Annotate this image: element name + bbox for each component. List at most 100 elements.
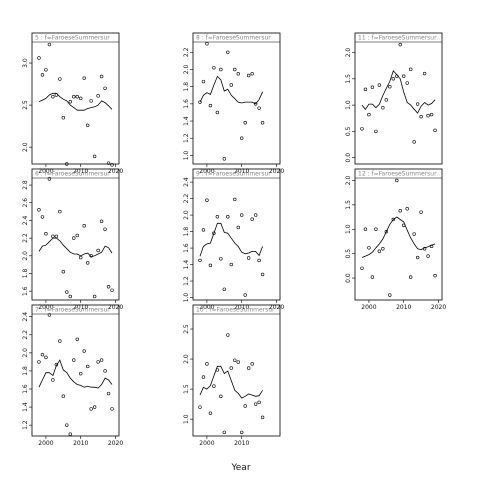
panel-frame bbox=[31, 168, 120, 301]
data-point bbox=[212, 66, 216, 70]
x-tick-label: 2010 bbox=[234, 440, 249, 447]
data-point bbox=[419, 210, 423, 214]
x-tick-label: 2010 bbox=[396, 304, 411, 311]
data-point bbox=[103, 227, 107, 231]
y-tick-label: 2.5 bbox=[183, 324, 190, 334]
data-point bbox=[208, 411, 213, 415]
data-point bbox=[110, 288, 114, 292]
data-point bbox=[229, 366, 233, 370]
data-point bbox=[37, 360, 41, 364]
panel-frame bbox=[354, 168, 443, 301]
data-point bbox=[40, 215, 45, 219]
y-tick-label: 1.0 bbox=[345, 100, 352, 110]
data-point bbox=[40, 352, 45, 357]
x-tick-label: 2010 bbox=[73, 304, 88, 311]
data-point bbox=[47, 177, 52, 181]
data-point bbox=[92, 294, 97, 299]
y-tick-label: 2.4 bbox=[22, 215, 29, 225]
data-point bbox=[106, 161, 111, 165]
y-tick-label: 1.8 bbox=[183, 82, 190, 92]
data-point bbox=[370, 275, 375, 279]
data-point bbox=[370, 85, 375, 89]
y-tick-label: 1.6 bbox=[183, 243, 190, 253]
panel-frame bbox=[192, 304, 281, 437]
data-point bbox=[65, 423, 69, 427]
y-tick-label: 1.0 bbox=[183, 293, 190, 303]
data-point bbox=[201, 375, 206, 379]
data-point bbox=[79, 371, 83, 376]
y-tick-label: 1.4 bbox=[183, 260, 190, 270]
y-tick-label: 1.2 bbox=[183, 276, 190, 286]
y-tick-label: 1.6 bbox=[183, 99, 190, 109]
y-tick-label: 1.4 bbox=[183, 116, 190, 126]
panel-frame bbox=[192, 32, 281, 165]
y-tick-label: 1.4 bbox=[22, 402, 29, 412]
y-tick-label: 0.5 bbox=[345, 249, 352, 259]
data-point bbox=[405, 207, 409, 211]
data-point bbox=[96, 94, 100, 98]
data-point bbox=[72, 236, 76, 240]
panel-strip-label: 9 : f=FaroeseSummersur bbox=[196, 171, 271, 178]
data-point bbox=[85, 261, 90, 265]
data-point bbox=[240, 136, 244, 140]
data-point bbox=[253, 402, 258, 406]
data-point bbox=[215, 215, 220, 219]
x-axis-title: Year bbox=[230, 463, 250, 473]
panels-layer: 5 : f=FaroeseSummersur 2.0 2.5 3.0 2000 2010 2… bbox=[22, 32, 446, 447]
data-point bbox=[402, 223, 406, 228]
data-point bbox=[40, 73, 45, 77]
data-point bbox=[99, 74, 104, 79]
panel-5: 9 : f=FaroeseSummersur 1.0 1.2 1.4 1.6 1.8 2.0… bbox=[183, 168, 284, 311]
x-tick-label: 2020 bbox=[269, 168, 284, 175]
x-tick-label: 2000 bbox=[38, 168, 53, 175]
data-point bbox=[257, 400, 261, 405]
data-point bbox=[240, 213, 244, 217]
y-tick-label: 1.8 bbox=[22, 269, 29, 279]
y-tick-label: 0.5 bbox=[345, 126, 352, 136]
data-point bbox=[402, 74, 406, 78]
smooth-trend-line bbox=[199, 365, 263, 399]
data-point bbox=[253, 213, 258, 217]
data-point bbox=[246, 73, 251, 78]
data-point bbox=[65, 162, 69, 166]
data-point bbox=[250, 362, 254, 366]
data-point bbox=[75, 337, 79, 342]
data-point bbox=[61, 394, 66, 398]
x-tick-label: 2020 bbox=[108, 304, 123, 311]
x-tick-label: 2000 bbox=[199, 304, 214, 311]
x-tick-label: 2020 bbox=[108, 440, 123, 447]
data-point bbox=[226, 333, 230, 337]
data-point bbox=[229, 262, 233, 267]
panel-6: 10 : f=FaroeseSummersur 1.0 1.5 2.0 2.5 2000 2… bbox=[183, 304, 281, 447]
x-tick-label: 2000 bbox=[199, 440, 214, 447]
x-tick-label: 2000 bbox=[199, 168, 214, 175]
data-point bbox=[374, 129, 378, 134]
data-point bbox=[103, 369, 107, 373]
data-point bbox=[253, 102, 258, 106]
y-tick-label: 2.0 bbox=[183, 354, 190, 364]
data-point bbox=[205, 362, 209, 366]
data-point bbox=[219, 257, 223, 261]
data-point bbox=[381, 247, 385, 251]
data-point bbox=[236, 225, 240, 230]
y-tick-label: 1.0 bbox=[345, 224, 352, 234]
data-point bbox=[54, 234, 59, 239]
y-tick-label: 2.4 bbox=[22, 312, 29, 322]
data-point bbox=[422, 71, 427, 76]
data-point bbox=[412, 140, 416, 144]
smooth-trend-line bbox=[361, 70, 436, 114]
data-point bbox=[222, 287, 227, 291]
data-point bbox=[65, 290, 69, 294]
data-point bbox=[233, 358, 237, 362]
data-point bbox=[37, 208, 41, 212]
y-tick-label: 2.4 bbox=[183, 177, 190, 187]
data-point bbox=[422, 247, 427, 251]
data-point bbox=[44, 355, 48, 360]
data-point bbox=[388, 293, 392, 297]
panel-strip-label: 7 : f=FaroeseSummersur bbox=[35, 307, 110, 314]
data-point bbox=[72, 358, 76, 362]
data-point bbox=[219, 67, 223, 72]
data-point bbox=[377, 249, 382, 253]
y-tick-label: 1.0 bbox=[183, 414, 190, 424]
